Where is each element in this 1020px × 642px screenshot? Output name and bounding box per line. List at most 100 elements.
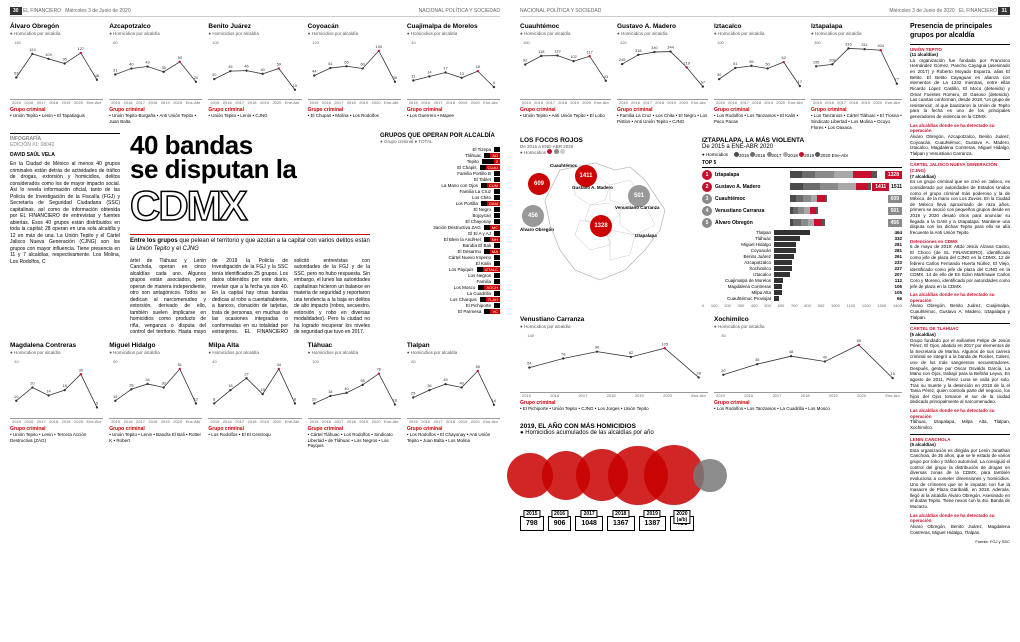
svg-text:20: 20 xyxy=(312,396,317,401)
chart-Cuauhtémoc: Cuauhtémoc● Homicidios por alcaldía 1609… xyxy=(520,23,611,131)
svg-text:36: 36 xyxy=(427,383,432,388)
top5-row: 2Gustavo A. Madero14111511 xyxy=(702,182,902,192)
svg-text:20: 20 xyxy=(30,380,35,385)
svg-text:80: 80 xyxy=(721,332,726,337)
grupo-row: El El A y AJ xyxy=(380,231,500,236)
svg-text:10: 10 xyxy=(293,83,298,88)
svg-text:118: 118 xyxy=(538,49,545,54)
chart-Milpa Alta: Milpa Alta● Homicidios por alcaldía 4081… xyxy=(208,342,301,450)
svg-text:43: 43 xyxy=(146,60,151,65)
top5-row: 3Cuauhtémoc609 xyxy=(702,194,902,204)
chart-Gustavo A. Madero: Gustavo A. Madero● Homicidios por alcald… xyxy=(617,23,708,131)
svg-text:67: 67 xyxy=(701,80,705,85)
pagenum-right: 31 xyxy=(998,7,1010,15)
svg-text:50: 50 xyxy=(178,55,183,60)
grupo-row: Los Chito xyxy=(380,195,500,200)
rest-row: Tlalpan464 xyxy=(702,230,902,235)
map-badge: 1328 xyxy=(590,215,612,237)
svg-text:46: 46 xyxy=(245,64,250,69)
year-box: 2015798 xyxy=(520,516,544,531)
svg-text:120: 120 xyxy=(312,40,319,45)
pagenum-left: 30 xyxy=(10,7,22,15)
svg-text:117: 117 xyxy=(587,49,593,54)
grupo-row: El Kalin xyxy=(380,261,500,266)
svg-text:304: 304 xyxy=(877,43,884,48)
svg-text:65: 65 xyxy=(344,59,349,64)
svg-text:50: 50 xyxy=(765,62,770,67)
grupo-row: Bandía El Bali xyxy=(380,243,500,248)
svg-text:318: 318 xyxy=(635,48,642,53)
svg-text:77: 77 xyxy=(895,77,899,82)
rest-row: Cuajimalpa de Morelos112 xyxy=(702,278,902,283)
svg-text:18: 18 xyxy=(475,64,480,69)
svg-text:78: 78 xyxy=(561,351,566,356)
page-right: NACIONAL POLÍTICA Y SOCIEDAD Miércoles 3… xyxy=(510,0,1020,642)
svg-text:54: 54 xyxy=(527,360,532,365)
svg-text:80: 80 xyxy=(113,40,118,45)
svg-text:360: 360 xyxy=(814,40,821,45)
svg-text:40: 40 xyxy=(213,359,218,364)
svg-text:34: 34 xyxy=(146,377,151,382)
chart-Xochimilco: Xochimilco● Homicidios por alcaldía 8020… xyxy=(714,316,902,412)
iztapalapa-panel: IZTAPALAPA, LA MÁS VIOLENTA De 2015 a EN… xyxy=(702,137,902,308)
grupo-row: El Tablet xyxy=(380,177,500,182)
svg-text:311: 311 xyxy=(861,42,867,47)
rest-row: Miguel Hidalgo281 xyxy=(702,242,902,247)
chart-Benito Juárez: Benito Juárez● Homicidios por alcaldía 1… xyxy=(208,23,301,125)
svg-text:34: 34 xyxy=(328,389,333,394)
svg-text:65: 65 xyxy=(857,337,862,342)
svg-text:40: 40 xyxy=(344,386,349,391)
svg-text:15: 15 xyxy=(890,371,895,376)
svg-text:62: 62 xyxy=(782,55,786,60)
grupo-row: 3ación Destructiva ZAGMC xyxy=(380,225,500,230)
svg-text:208: 208 xyxy=(829,57,836,62)
page-left: 30 EL FINANCIERO Miércoles 3 de Junio de… xyxy=(0,0,510,642)
svg-text:12: 12 xyxy=(194,396,198,401)
svg-text:61: 61 xyxy=(328,61,332,66)
byline-col: INFOGRAFÍAEDICIÓN #1: 08042 DAVID SAÚL V… xyxy=(10,133,120,336)
grupo-row: Los CharquisTLAH xyxy=(380,297,500,302)
svg-text:30: 30 xyxy=(717,72,722,77)
svg-text:55: 55 xyxy=(360,378,365,383)
svg-text:36: 36 xyxy=(755,357,760,362)
svg-text:44: 44 xyxy=(312,69,317,74)
svg-text:14: 14 xyxy=(427,70,432,75)
grupo-row: El Blein la And/HelMH xyxy=(380,237,500,242)
svg-text:34: 34 xyxy=(277,362,282,367)
svg-text:76: 76 xyxy=(376,366,381,371)
svg-text:40: 40 xyxy=(261,67,266,72)
chart-Iztapalapa: Iztapalapa● Homicidios por alcaldía 3601… xyxy=(811,23,902,131)
svg-text:160: 160 xyxy=(14,40,21,45)
svg-text:127: 127 xyxy=(78,46,85,51)
chart-Magdalena Contreras: Magdalena Contreras● Homicidios por alca… xyxy=(10,342,103,450)
svg-text:45: 45 xyxy=(443,377,448,382)
svg-text:27: 27 xyxy=(245,371,249,376)
headline: 40 bandas se disputan la CDMX Entre los … xyxy=(130,133,370,336)
svg-text:124: 124 xyxy=(29,47,36,52)
sidebar: Presencia de principales grupos por alca… xyxy=(910,23,1010,544)
focos-rojos: LOS FOCOS ROJOS De 2015 a ENE-ABR 2020● … xyxy=(520,137,690,308)
chart-Venustiano Carranza: Venustiano Carranza● Homicidios por alca… xyxy=(520,316,708,412)
svg-text:51: 51 xyxy=(178,362,182,367)
chart-Tláhuac: Tláhuac● Homicidios por alcaldía 1002034… xyxy=(308,342,401,450)
svg-text:46: 46 xyxy=(95,73,100,78)
svg-text:340: 340 xyxy=(651,45,658,50)
svg-text:17: 17 xyxy=(798,79,802,84)
svg-text:50: 50 xyxy=(277,62,282,67)
svg-text:17: 17 xyxy=(443,66,447,71)
svg-text:109: 109 xyxy=(45,52,52,57)
grupo-row: El Chayonay xyxy=(380,219,500,224)
chart-Tlalpan: Tlalpan● Homicidios por alcaldía 8025364… xyxy=(407,342,500,450)
grupo-row: El Tizepa xyxy=(380,147,500,152)
rest-row: Tláhuac332 xyxy=(702,236,902,241)
chart-Miguel Hidalgo: Miguel Hidalgo● Homicidios por alcaldía … xyxy=(109,342,202,450)
svg-text:13: 13 xyxy=(459,71,464,76)
svg-text:96: 96 xyxy=(595,344,600,349)
grupo-row: Bojoycan xyxy=(380,213,500,218)
year-box: 2020 (a/b)430 xyxy=(670,516,694,531)
year-box: 20191387 xyxy=(639,516,667,531)
svg-text:105: 105 xyxy=(661,341,668,346)
rest-row: Xochimilco227 xyxy=(702,266,902,271)
svg-text:18: 18 xyxy=(392,397,397,402)
svg-text:25: 25 xyxy=(411,390,416,395)
